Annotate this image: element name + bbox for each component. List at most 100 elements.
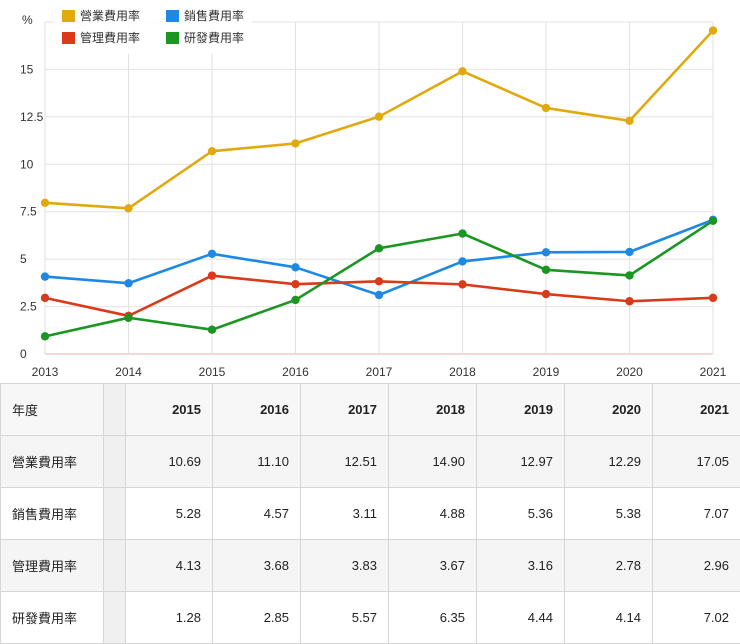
table-cell: 7.07 bbox=[653, 488, 740, 540]
data-point bbox=[291, 139, 299, 147]
table-cell: 4.57 bbox=[213, 488, 301, 540]
table-cell: 3.16 bbox=[477, 540, 565, 592]
data-point bbox=[124, 204, 132, 212]
table-cell: 7.02 bbox=[653, 592, 740, 644]
row-label: 管理費用率 bbox=[1, 540, 104, 592]
year-header: 2019 bbox=[477, 384, 565, 436]
table-cell: 2.85 bbox=[213, 592, 301, 644]
y-tick-label: 0 bbox=[20, 347, 27, 361]
data-point bbox=[41, 199, 49, 207]
table-cell: 10.69 bbox=[126, 436, 213, 488]
table-spacer bbox=[104, 592, 126, 644]
data-point bbox=[458, 257, 466, 265]
table-cell: 12.29 bbox=[565, 436, 653, 488]
y-tick-label: 7.5 bbox=[20, 205, 37, 219]
year-header: 2015 bbox=[126, 384, 213, 436]
data-point bbox=[458, 67, 466, 75]
data-point bbox=[375, 277, 383, 285]
x-tick-label: 2020 bbox=[616, 365, 643, 379]
data-point bbox=[124, 279, 132, 287]
data-point bbox=[542, 266, 550, 274]
table-row: 研發費用率 1.28 2.85 5.57 6.35 4.44 4.14 7.02 bbox=[1, 592, 740, 644]
row-label: 銷售費用率 bbox=[1, 488, 104, 540]
table-header-row: 年度 2015 2016 2017 2018 2019 2020 2021 bbox=[1, 384, 740, 436]
table-cell: 1.28 bbox=[126, 592, 213, 644]
data-point bbox=[375, 291, 383, 299]
table-spacer bbox=[104, 436, 126, 488]
legend-label: 研發費用率 bbox=[184, 30, 244, 45]
table-cell: 12.97 bbox=[477, 436, 565, 488]
table-cell: 2.96 bbox=[653, 540, 740, 592]
y-axis-unit-label: % bbox=[22, 13, 33, 27]
y-tick-label: 5 bbox=[20, 252, 27, 266]
table-cell: 17.05 bbox=[653, 436, 740, 488]
data-point bbox=[625, 248, 633, 256]
table-cell: 5.28 bbox=[126, 488, 213, 540]
table-cell: 5.57 bbox=[301, 592, 389, 644]
table-row: 管理費用率 4.13 3.68 3.83 3.67 3.16 2.78 2.96 bbox=[1, 540, 740, 592]
table-cell: 11.10 bbox=[213, 436, 301, 488]
year-header: 2017 bbox=[301, 384, 389, 436]
data-point bbox=[709, 26, 717, 34]
table-cell: 5.38 bbox=[565, 488, 653, 540]
year-header: 2020 bbox=[565, 384, 653, 436]
data-point bbox=[291, 296, 299, 304]
y-tick-label: 2.5 bbox=[20, 300, 37, 314]
data-point bbox=[208, 271, 216, 279]
data-point bbox=[709, 294, 717, 302]
row-label: 研發費用率 bbox=[1, 592, 104, 644]
data-point bbox=[625, 271, 633, 279]
table-row: 營業費用率 10.69 11.10 12.51 14.90 12.97 12.2… bbox=[1, 436, 740, 488]
data-point bbox=[375, 244, 383, 252]
legend-swatch bbox=[62, 10, 75, 22]
table-cell: 2.78 bbox=[565, 540, 653, 592]
table-cell: 3.68 bbox=[213, 540, 301, 592]
data-point bbox=[542, 290, 550, 298]
legend-swatch bbox=[166, 10, 179, 22]
expense-ratio-table: 年度 2015 2016 2017 2018 2019 2020 2021 營業… bbox=[0, 383, 740, 644]
year-header: 2016 bbox=[213, 384, 301, 436]
table-row: 銷售費用率 5.28 4.57 3.11 4.88 5.36 5.38 7.07 bbox=[1, 488, 740, 540]
data-point bbox=[41, 332, 49, 340]
table-cell: 3.11 bbox=[301, 488, 389, 540]
data-point bbox=[625, 297, 633, 305]
x-tick-label: 2018 bbox=[449, 365, 476, 379]
table-cell: 6.35 bbox=[389, 592, 477, 644]
legend-label: 營業費用率 bbox=[80, 8, 140, 23]
legend-swatch bbox=[62, 32, 75, 44]
table-spacer bbox=[104, 540, 126, 592]
table-cell: 3.67 bbox=[389, 540, 477, 592]
x-tick-label: 2016 bbox=[282, 365, 309, 379]
x-tick-label: 2021 bbox=[700, 365, 727, 379]
y-tick-label: 15 bbox=[20, 62, 34, 76]
year-header: 2021 bbox=[653, 384, 740, 436]
data-point bbox=[208, 250, 216, 258]
x-tick-label: 2013 bbox=[32, 365, 59, 379]
data-point bbox=[458, 280, 466, 288]
table-cell: 5.36 bbox=[477, 488, 565, 540]
table-spacer bbox=[104, 384, 126, 436]
data-point bbox=[41, 294, 49, 302]
table-cell: 4.44 bbox=[477, 592, 565, 644]
y-tick-label: 10 bbox=[20, 157, 34, 171]
y-tick-label: 12.5 bbox=[20, 110, 44, 124]
row-label: 營業費用率 bbox=[1, 436, 104, 488]
data-point bbox=[542, 104, 550, 112]
year-header: 2018 bbox=[389, 384, 477, 436]
x-tick-label: 2014 bbox=[115, 365, 142, 379]
x-tick-label: 2017 bbox=[366, 365, 393, 379]
table-cell: 12.51 bbox=[301, 436, 389, 488]
data-point bbox=[375, 112, 383, 120]
x-tick-label: 2019 bbox=[533, 365, 560, 379]
data-point bbox=[542, 248, 550, 256]
table-cell: 3.83 bbox=[301, 540, 389, 592]
table-corner-header: 年度 bbox=[1, 384, 104, 436]
data-point bbox=[124, 314, 132, 322]
data-point bbox=[291, 280, 299, 288]
legend-label: 銷售費用率 bbox=[184, 8, 244, 23]
data-point bbox=[208, 326, 216, 334]
data-point bbox=[625, 117, 633, 125]
table-spacer bbox=[104, 488, 126, 540]
data-point bbox=[41, 272, 49, 280]
